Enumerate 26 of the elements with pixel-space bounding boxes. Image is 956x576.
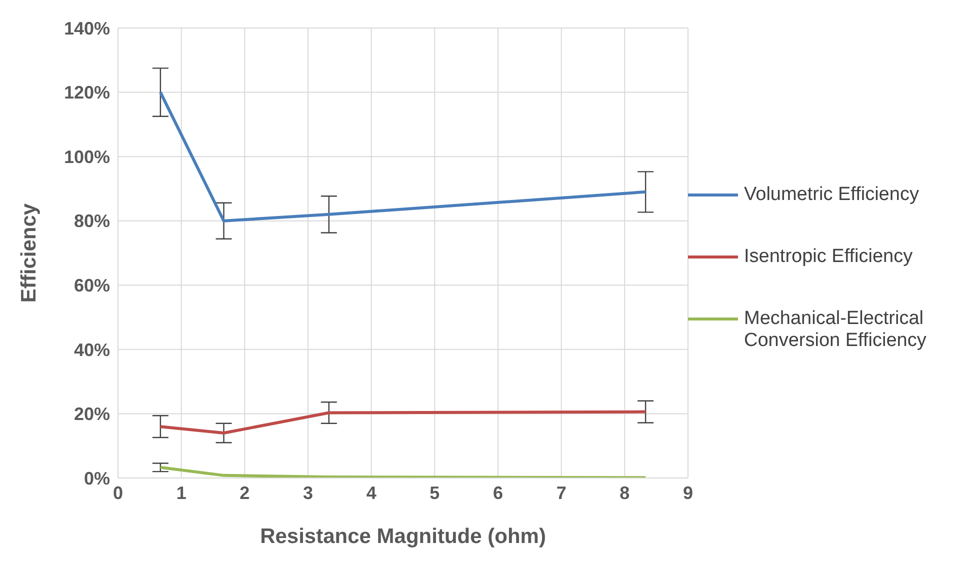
x-tick-label: 6 <box>492 482 504 503</box>
y-tick-label: 40% <box>74 340 110 360</box>
x-tick-label: 5 <box>430 482 440 503</box>
x-tick-label: 8 <box>620 482 630 503</box>
y-tick-label: 0% <box>84 468 110 488</box>
x-axis-title: Resistance Magnitude (ohm) <box>260 525 546 548</box>
y-tick-label: 20% <box>74 404 110 424</box>
x-tick-label: 4 <box>366 482 376 503</box>
legend-label: Mechanical-Electrical Conversion Efficiency <box>744 308 928 352</box>
legend-label: Isentropic Efficiency <box>744 246 913 268</box>
line-series <box>158 466 648 478</box>
y-tick-label: 120% <box>64 82 110 103</box>
line-series <box>158 90 648 222</box>
x-tick-label: 0 <box>112 482 124 503</box>
x-tick-label: 1 <box>176 482 186 503</box>
x-tick-label: 2 <box>240 482 250 503</box>
y-tick-label: 100% <box>64 146 110 167</box>
y-tick-label: 140% <box>64 18 110 38</box>
line-series <box>158 410 648 434</box>
x-tick-label: 9 <box>682 482 694 503</box>
x-tick-label: 7 <box>556 482 566 503</box>
y-axis-title: Efficiency <box>17 203 40 303</box>
y-tick-label: 60% <box>74 276 110 296</box>
legend-label: Volumetric Efficiency <box>744 184 919 206</box>
y-tick-label: 80% <box>74 211 110 232</box>
x-tick-label: 3 <box>302 482 314 503</box>
